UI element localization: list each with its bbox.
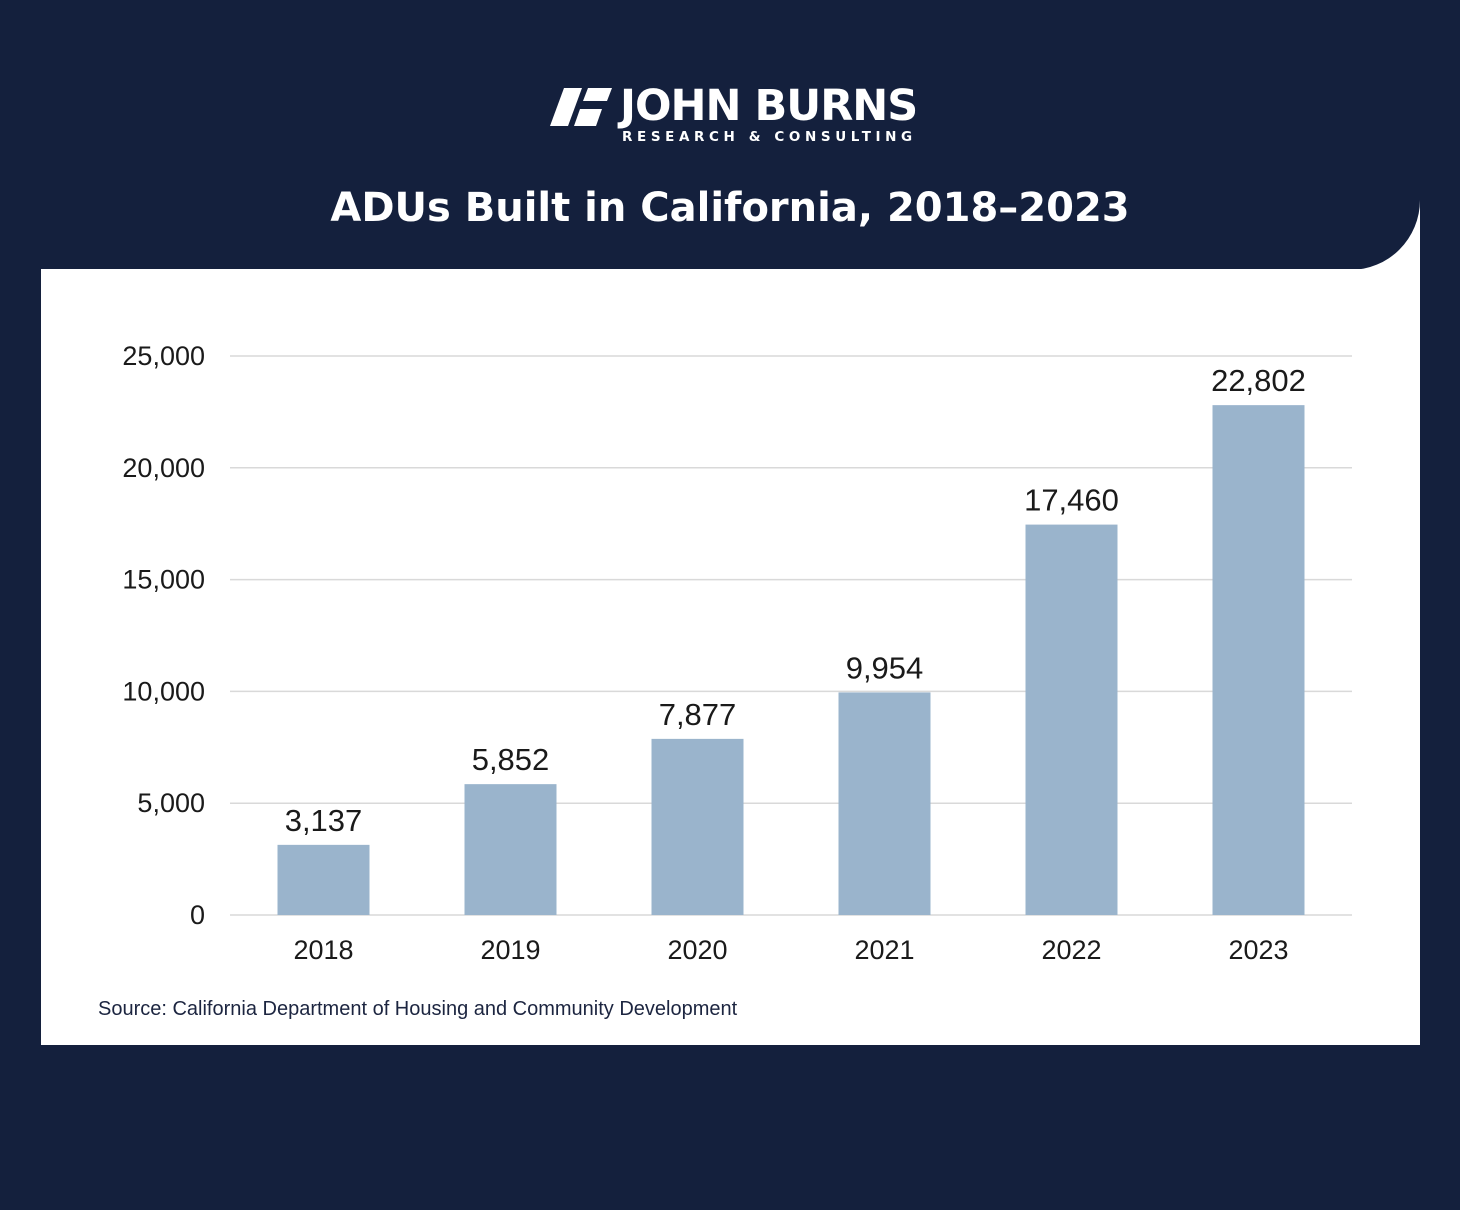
y-tick-label: 0: [190, 900, 205, 930]
chart-title: ADUs Built in California, 2018–2023: [330, 185, 1130, 231]
grid-lines: [230, 355, 1352, 916]
bars: [277, 405, 1305, 915]
bar-2021: [838, 692, 931, 915]
y-tick-label: 25,000: [122, 341, 205, 371]
source-note: Source: California Department of Housing…: [98, 998, 738, 1020]
x-tick-label: 2018: [293, 935, 353, 965]
x-tick-label: 2019: [480, 935, 540, 965]
y-tick-label: 20,000: [122, 453, 205, 483]
x-tick-label: 2023: [1228, 935, 1288, 965]
y-tick-label: 10,000: [122, 676, 205, 706]
data-label: 3,137: [285, 803, 363, 838]
logo-mark-icon: [550, 88, 612, 126]
bar-2018: [277, 844, 370, 915]
x-tick-label: 2021: [854, 935, 914, 965]
x-tick-label: 2020: [667, 935, 727, 965]
y-tick-label: 5,000: [137, 788, 205, 818]
brand-name: JOHN BURNS: [620, 81, 918, 131]
data-label: 9,954: [846, 650, 924, 685]
labels: 0 5,000 10,000 15,000 20,000 25,000 3,137 2018 5…: [122, 341, 1306, 965]
data-label: 5,852: [472, 742, 550, 777]
data-label: 22,802: [1211, 363, 1306, 398]
bar-2023: [1212, 405, 1305, 915]
data-label: 7,877: [659, 697, 737, 732]
data-label: 17,460: [1024, 483, 1119, 518]
bar-2022: [1025, 524, 1118, 915]
y-tick-label: 15,000: [122, 565, 205, 595]
brand-logo: JOHN BURNS RESEARCH & CONSULTING: [550, 81, 920, 148]
bar-2020: [651, 738, 744, 915]
brand-tagline: RESEARCH & CONSULTING: [622, 129, 917, 145]
bar-2019: [464, 784, 557, 915]
card-corner-curve: [1350, 200, 1420, 270]
x-tick-label: 2022: [1041, 935, 1101, 965]
